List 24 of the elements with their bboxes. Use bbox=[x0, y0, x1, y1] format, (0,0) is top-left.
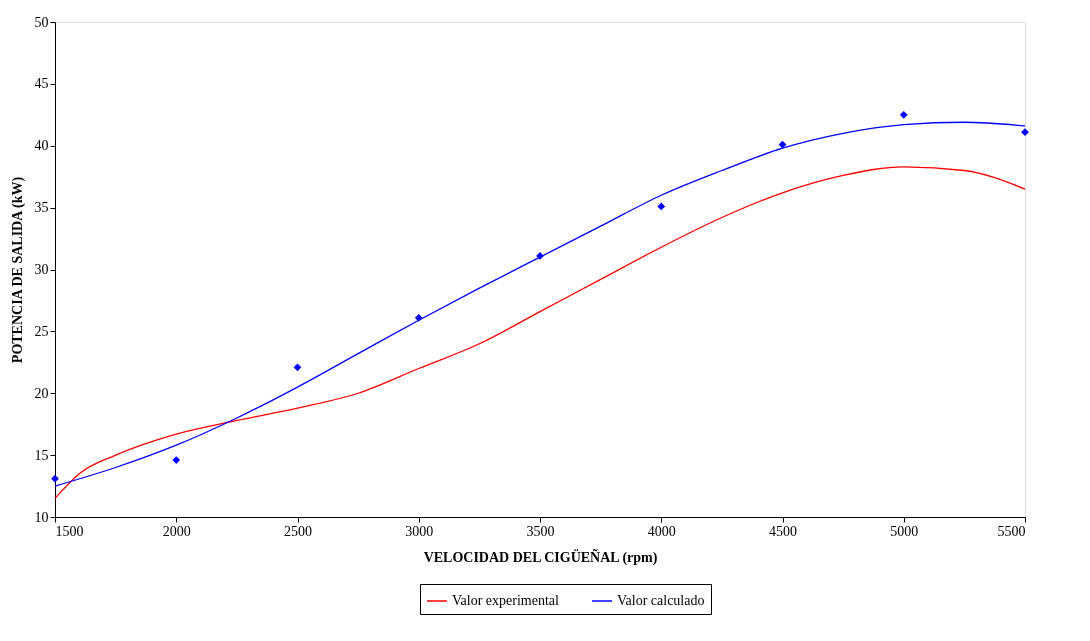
y-tick-label: 45 bbox=[34, 76, 49, 92]
x-axis-title: VELOCIDAD DEL CIGÜEÑAL (rpm) bbox=[423, 547, 658, 566]
x-tick-label: 1500 bbox=[55, 523, 84, 539]
legend-label: Valor experimental bbox=[452, 593, 560, 608]
y-axis-title: POTENCIA DE SALIDA (kW) bbox=[9, 176, 26, 364]
y-tick-label: 30 bbox=[34, 262, 49, 277]
line-series bbox=[54, 121, 1026, 487]
y-tick-label: 20 bbox=[34, 385, 49, 401]
y-tick-label: 25 bbox=[34, 323, 49, 339]
legend-label: Valor calculado bbox=[617, 593, 705, 608]
x-tick-label: 3500 bbox=[526, 523, 555, 539]
x-tick-label: 3000 bbox=[405, 523, 434, 539]
y-tick-label: 15 bbox=[34, 447, 49, 463]
x-tick-label: 2500 bbox=[284, 523, 312, 539]
y-tick-label: 35 bbox=[34, 200, 49, 216]
x-tick-label: 4000 bbox=[647, 523, 676, 539]
x-tick-label: 5000 bbox=[890, 523, 919, 539]
x-tick-label: 2000 bbox=[162, 523, 191, 539]
y-tick-label: 50 bbox=[34, 14, 49, 30]
x-tick-label: 4500 bbox=[769, 523, 797, 539]
x-tick-label: 5500 bbox=[997, 523, 1026, 539]
line-series bbox=[54, 166, 1026, 500]
y-tick-label: 40 bbox=[34, 138, 49, 154]
y-tick-label: 10 bbox=[34, 509, 49, 525]
